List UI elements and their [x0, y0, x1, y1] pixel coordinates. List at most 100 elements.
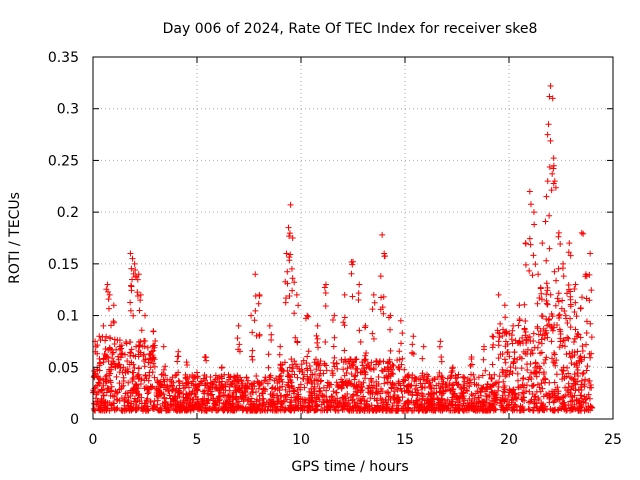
data-point [485, 403, 492, 410]
data-point [580, 399, 587, 406]
data-point [379, 368, 386, 375]
data-point [267, 391, 274, 398]
data-point [460, 382, 467, 389]
data-point [578, 229, 585, 236]
data-point [247, 390, 254, 397]
data-point [148, 356, 155, 363]
data-point [397, 317, 404, 324]
data-point [113, 396, 120, 403]
data-point [501, 302, 508, 309]
data-point [265, 364, 272, 371]
data-point [546, 399, 553, 406]
data-point [116, 346, 123, 353]
data-point [144, 403, 151, 410]
data-point [99, 397, 106, 404]
data-point [134, 276, 141, 283]
data-point [512, 394, 519, 401]
data-point [460, 373, 467, 380]
data-point [510, 358, 517, 365]
data-point [130, 374, 137, 381]
data-point [373, 382, 380, 389]
data-point [529, 350, 536, 357]
data-point [129, 378, 136, 385]
data-point [134, 373, 141, 380]
data-point [251, 400, 258, 407]
data-point [228, 381, 235, 388]
data-point [260, 386, 267, 393]
data-point [549, 313, 556, 320]
data-point [567, 354, 574, 361]
data-point [464, 387, 471, 394]
data-point [520, 340, 527, 347]
data-point [149, 343, 156, 350]
y-tick-label: 0.3 [57, 102, 79, 118]
data-point [151, 397, 158, 404]
data-point [497, 320, 504, 327]
data-point [136, 307, 143, 314]
data-point [283, 250, 290, 257]
data-point [437, 402, 444, 409]
data-point [245, 396, 252, 403]
data-point [455, 371, 462, 378]
data-point [548, 187, 555, 194]
data-point [283, 392, 290, 399]
data-point [211, 385, 218, 392]
data-point [229, 380, 236, 387]
data-point [523, 337, 530, 344]
data-point [588, 287, 595, 294]
data-point [586, 395, 593, 402]
data-point [555, 265, 562, 272]
data-point [468, 399, 475, 406]
y-tick-label: 0.25 [48, 153, 79, 169]
data-point [110, 358, 117, 365]
data-point [504, 367, 511, 374]
data-point [368, 359, 375, 366]
data-point [252, 307, 259, 314]
data-point [526, 374, 533, 381]
data-point [227, 394, 234, 401]
data-point [278, 366, 285, 373]
data-point [568, 375, 575, 382]
data-point [95, 379, 102, 386]
data-point [530, 338, 537, 345]
data-point [373, 358, 380, 365]
data-point [190, 373, 197, 380]
data-point [282, 404, 289, 411]
data-point [369, 306, 376, 313]
data-point [423, 377, 430, 384]
data-point [438, 395, 445, 402]
data-point [136, 391, 143, 398]
data-point [201, 390, 208, 397]
data-point [536, 384, 543, 391]
data-point [157, 391, 164, 398]
axis-ticks [92, 56, 614, 420]
data-point [150, 360, 157, 367]
data-point [582, 376, 589, 383]
data-point [478, 386, 485, 393]
data-point [579, 294, 586, 301]
data-point [447, 401, 454, 408]
data-point [488, 375, 495, 382]
data-point [351, 373, 358, 380]
data-point [141, 343, 148, 350]
data-point [431, 390, 438, 397]
data-point [113, 373, 120, 380]
data-point [259, 390, 266, 397]
data-point [476, 398, 483, 405]
data-point [543, 300, 550, 307]
data-point [387, 326, 394, 333]
data-point [291, 310, 298, 317]
data-point [547, 137, 554, 144]
data-point [344, 365, 351, 372]
data-point [116, 337, 123, 344]
data-point [409, 341, 416, 348]
data-point [144, 390, 151, 397]
data-point [211, 400, 218, 407]
data-point [375, 373, 382, 380]
data-point [588, 384, 595, 391]
data-point [475, 402, 482, 409]
data-point [559, 400, 566, 407]
data-point [215, 406, 222, 413]
data-point [209, 380, 216, 387]
data-point [496, 334, 503, 341]
